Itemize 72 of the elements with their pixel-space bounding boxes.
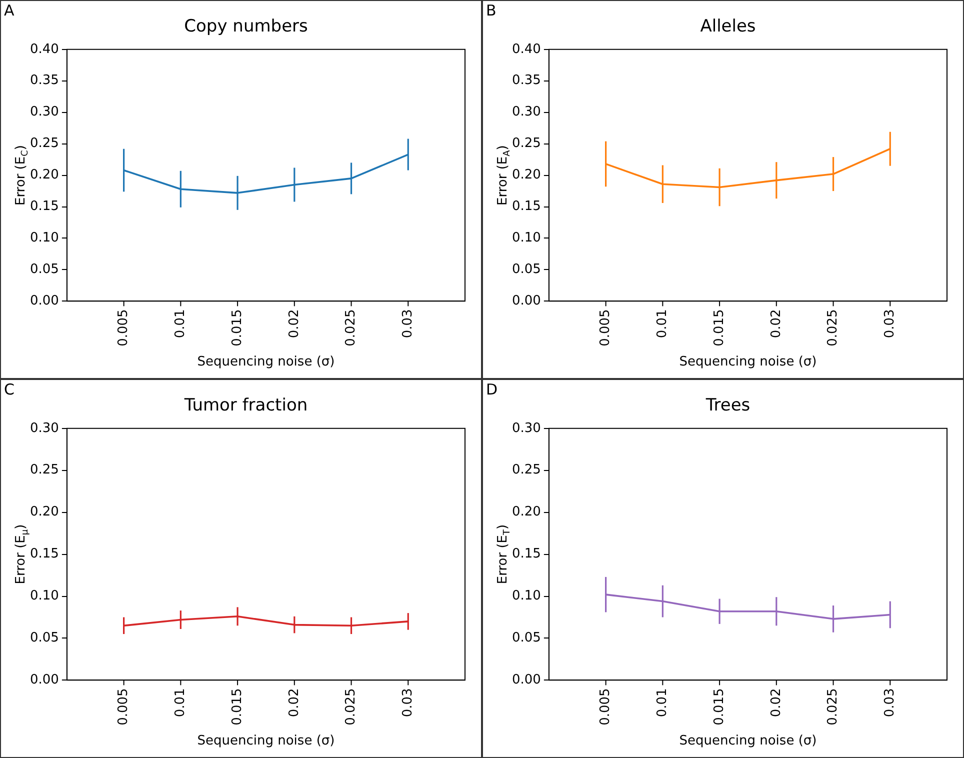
y-tick-label: 0.05 (512, 262, 541, 278)
y-tick-label: 0.30 (512, 420, 541, 436)
y-tick-label: 0.30 (30, 420, 59, 436)
y-tick-label: 0.20 (30, 168, 59, 183)
text: B (486, 1, 496, 20)
chart-title: Alleles (700, 16, 756, 37)
y-tick-label: 0.00 (512, 672, 541, 688)
x-tick-label: 0.02 (286, 309, 302, 338)
y-axis-title: Error (Eμ) (13, 524, 30, 584)
x-tick-label: 0.025 (826, 309, 841, 346)
text: D (486, 380, 498, 398)
y-tick-label: 0.10 (30, 588, 59, 604)
x-axis-title: Sequencing noise (σ) (679, 734, 817, 749)
text: A (4, 1, 15, 20)
y-axis-title: Error (EA) (495, 145, 512, 206)
y-tick-label: 0.25 (512, 462, 541, 478)
y-tick-label: 0.00 (30, 672, 59, 688)
chart-title: Trees (704, 396, 750, 416)
y-tick-label: 0.30 (512, 104, 541, 120)
y-tick-label: 0.05 (30, 262, 59, 278)
x-tick-label: 0.015 (230, 688, 245, 726)
y-tick-label: 0.35 (30, 73, 59, 88)
y-tick-label: 0.10 (512, 588, 541, 604)
y-tick-label: 0.20 (512, 504, 541, 520)
y-tick-label: 0.10 (512, 230, 541, 246)
x-tick-label: 0.005 (116, 309, 132, 346)
y-tick-label: 0.40 (512, 42, 541, 57)
x-tick-label: 0.025 (344, 688, 359, 726)
x-axis-title: Sequencing noise (σ) (197, 354, 335, 370)
chart-title: Copy numbers (184, 16, 308, 37)
x-tick-label: 0.03 (400, 309, 416, 338)
y-tick-label: 0.30 (30, 104, 59, 120)
chart-title: Tumor fraction (183, 396, 308, 416)
x-tick-label: 0.03 (882, 309, 898, 338)
y-tick-label: 0.40 (30, 42, 59, 57)
x-tick-label: 0.02 (768, 309, 784, 338)
x-tick-label: 0.01 (655, 309, 670, 338)
y-tick-label: 0.25 (30, 462, 59, 478)
y-tick-label: 0.15 (30, 546, 59, 562)
x-axis-title: Sequencing noise (σ) (197, 734, 335, 749)
x-tick-label: 0.01 (173, 688, 188, 718)
y-tick-label: 0.05 (512, 630, 541, 646)
x-tick-label: 0.005 (598, 309, 614, 346)
y-tick-label: 0.15 (512, 546, 541, 562)
y-tick-label: 0.15 (30, 199, 59, 214)
y-tick-label: 0.25 (512, 136, 541, 152)
y-tick-label: 0.00 (512, 294, 541, 309)
x-tick-label: 0.02 (768, 688, 784, 718)
y-axis-title: Error (EC) (13, 145, 30, 206)
text: C (4, 380, 14, 398)
x-tick-label: 0.025 (344, 309, 359, 346)
y-tick-label: 0.25 (30, 136, 59, 152)
y-tick-label: 0.15 (512, 199, 541, 214)
x-tick-label: 0.005 (116, 688, 132, 726)
x-tick-label: 0.02 (286, 688, 302, 718)
y-tick-label: 0.20 (30, 504, 59, 520)
x-tick-label: 0.005 (598, 688, 614, 726)
x-tick-label: 0.015 (230, 309, 245, 346)
y-tick-label: 0.05 (30, 630, 59, 646)
x-tick-label: 0.015 (712, 309, 727, 346)
x-tick-label: 0.025 (826, 688, 841, 726)
x-tick-label: 0.03 (400, 688, 416, 718)
y-tick-label: 0.20 (512, 168, 541, 183)
y-axis-title: Error (ET) (495, 524, 512, 584)
x-tick-label: 0.015 (712, 688, 727, 726)
x-axis-title: Sequencing noise (σ) (679, 354, 817, 370)
y-tick-label: 0.00 (30, 294, 59, 309)
y-tick-label: 0.10 (30, 230, 59, 246)
y-tick-label: 0.35 (512, 73, 541, 88)
x-tick-label: 0.01 (655, 688, 670, 718)
x-tick-label: 0.03 (882, 688, 898, 718)
x-tick-label: 0.01 (173, 309, 188, 338)
